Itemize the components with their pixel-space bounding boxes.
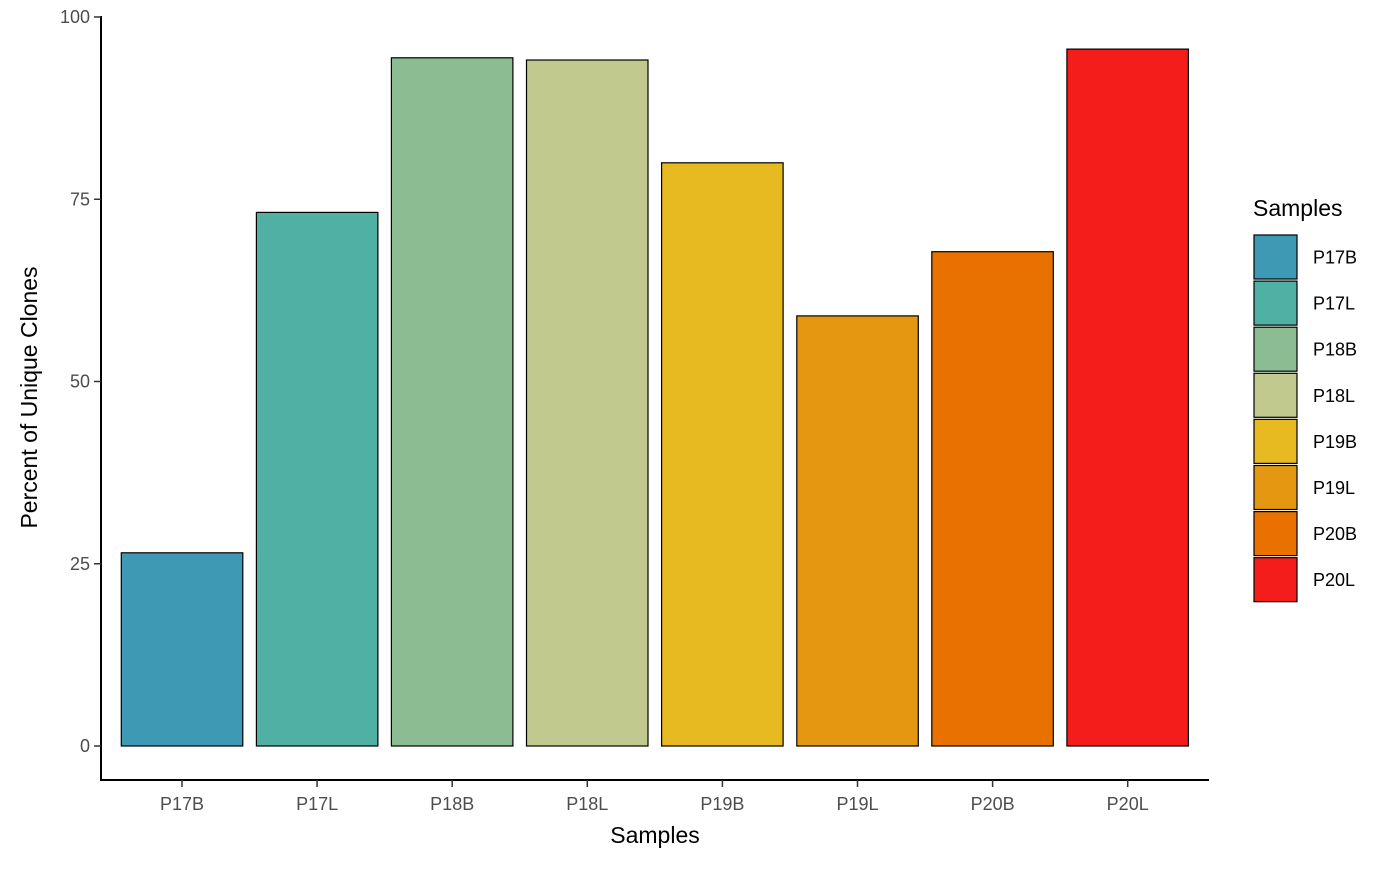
legend-label-p17b: P17B: [1313, 248, 1357, 268]
legend-key-p18b: [1253, 326, 1298, 372]
y-axis-title: Percent of Unique Clones: [16, 266, 42, 528]
bar-p17b: [120, 552, 244, 747]
legend-label-p19l: P19L: [1313, 478, 1355, 498]
x-tick-label-p19l: P19L: [836, 794, 878, 814]
legend: Samples P17B P17L P18B P18L P19B P19L P20B P20L: [1253, 195, 1357, 603]
legend-label-p20l: P20L: [1313, 570, 1355, 590]
x-tick-label-p20b: P20B: [971, 794, 1015, 814]
x-tick-label-p17l: P17L: [296, 794, 338, 814]
y-tick-label-25: 25: [70, 554, 90, 574]
legend-label-p19b: P19B: [1313, 432, 1357, 452]
x-axis-title: Samples: [610, 822, 699, 848]
axes-layer: 0 25 50 75 100 P17B P17L P18B P18L P19B P19L P20B P2…: [60, 7, 1209, 814]
bars-layer: [120, 48, 1190, 747]
y-tick-label-0: 0: [80, 736, 90, 756]
bar-p20l: [1066, 48, 1190, 747]
x-tick-label-p19b: P19B: [700, 794, 744, 814]
legend-key-p19b: [1253, 418, 1298, 464]
legend-label-p18l: P18L: [1313, 386, 1355, 406]
legend-key-p18l: [1253, 372, 1298, 418]
legend-key-p19l: [1253, 464, 1298, 511]
legend-label-p18b: P18B: [1313, 340, 1357, 360]
legend-label-p20b: P20B: [1313, 524, 1357, 544]
y-tick-label-100: 100: [60, 7, 90, 27]
bar-p18l: [525, 59, 649, 747]
x-tick-label-p17b: P17B: [160, 794, 204, 814]
legend-key-p17l: [1253, 280, 1298, 326]
bar-p19l: [796, 315, 919, 747]
legend-label-p17l: P17L: [1313, 294, 1355, 314]
x-tick-label-p18l: P18L: [566, 794, 608, 814]
legend-key-p20l: [1253, 557, 1298, 603]
x-tick-label-p20l: P20L: [1107, 794, 1149, 814]
y-tick-label-75: 75: [70, 189, 90, 209]
bar-p18b: [390, 57, 514, 747]
y-tick-label-50: 50: [70, 372, 90, 392]
x-tick-label-p18b: P18B: [430, 794, 474, 814]
bar-p20b: [931, 251, 1054, 747]
legend-key-p20b: [1253, 511, 1298, 557]
bar-p19b: [660, 162, 784, 747]
bar-p17l: [255, 211, 379, 747]
legend-title: Samples: [1253, 195, 1342, 221]
legend-key-p17b: [1253, 234, 1298, 280]
